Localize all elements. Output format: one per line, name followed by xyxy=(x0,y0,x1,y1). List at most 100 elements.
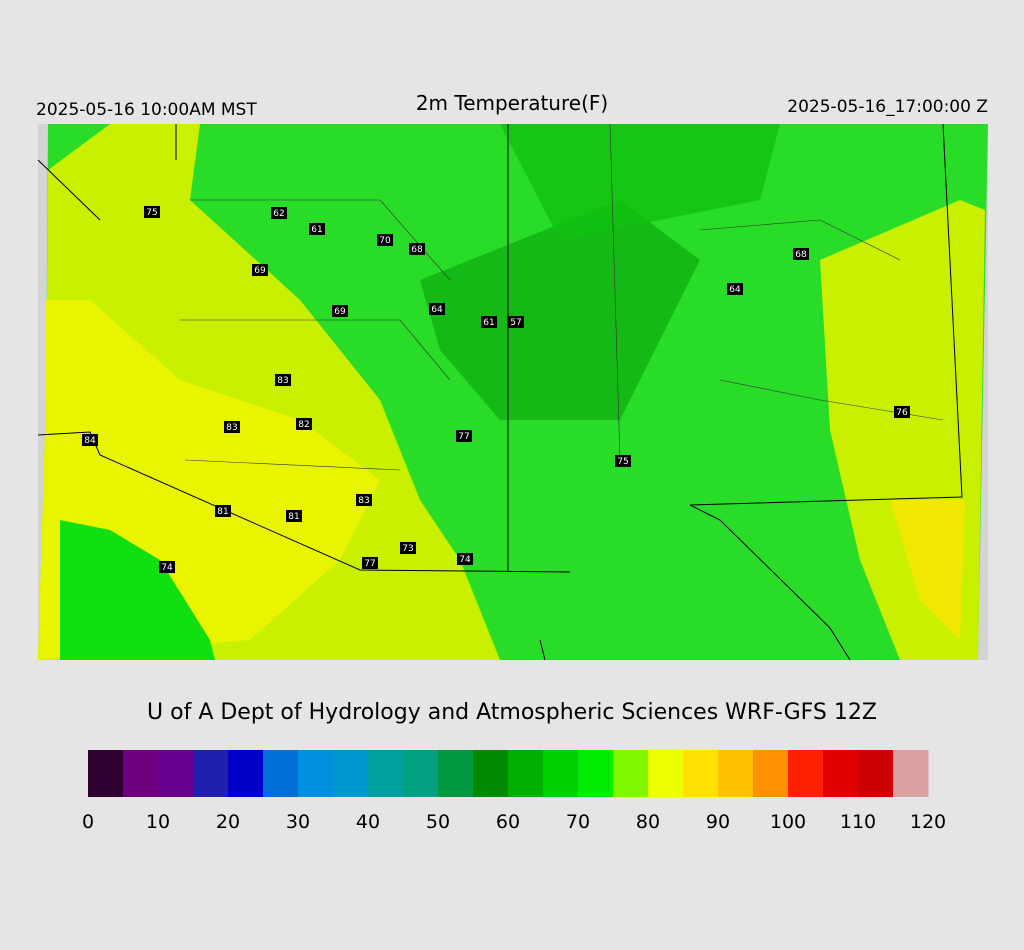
station-value: 61 xyxy=(311,225,322,235)
colorbar-swatch xyxy=(88,750,124,797)
colorbar-swatch xyxy=(158,750,194,797)
colorbar-tick-label: 60 xyxy=(496,811,520,833)
colorbar-swatch xyxy=(858,750,894,797)
station-box xyxy=(362,557,378,569)
station-value: 74 xyxy=(459,555,471,565)
valid-time: 2025-05-16 10:00AM MST xyxy=(36,100,257,120)
station-box xyxy=(377,234,393,246)
station-box xyxy=(508,316,524,328)
station-box xyxy=(144,206,160,218)
colorbar-swatch xyxy=(368,750,404,797)
colorbar-swatch xyxy=(123,750,159,797)
hot-area-east xyxy=(890,500,965,640)
station-box xyxy=(82,434,98,446)
station-value: 81 xyxy=(217,507,228,517)
station-box xyxy=(456,430,472,442)
colorbar-swatch xyxy=(753,750,789,797)
colorbar-swatch xyxy=(228,750,264,797)
station-box xyxy=(252,264,268,276)
colorbar-tick-label: 40 xyxy=(356,811,380,833)
station-value: 73 xyxy=(402,544,413,554)
station-value: 68 xyxy=(411,245,423,255)
station-value: 74 xyxy=(161,563,173,573)
station-box xyxy=(429,303,445,315)
station-value: 62 xyxy=(273,209,284,219)
state-borders xyxy=(37,123,963,661)
station-value: 68 xyxy=(795,250,807,260)
colorbar-swatch xyxy=(788,750,824,797)
gulf-area xyxy=(60,520,215,660)
cool-area-north xyxy=(500,124,780,240)
colorbar-swatch xyxy=(648,750,684,797)
station-box xyxy=(727,283,743,295)
colorbar-swatch xyxy=(508,750,544,797)
cool-area xyxy=(420,200,700,420)
station-value: 83 xyxy=(358,496,369,506)
colorbar-swatch xyxy=(193,750,229,797)
colorbar-swatch xyxy=(473,750,509,797)
station-value: 83 xyxy=(226,423,237,433)
station-box xyxy=(271,207,287,219)
station-box xyxy=(332,305,348,317)
credit: U of A Dept of Hydrology and Atmospheric… xyxy=(147,700,877,725)
station-value: 69 xyxy=(334,307,346,317)
colorbar-tick-label: 50 xyxy=(426,811,450,833)
colorbar-tick-label: 70 xyxy=(566,811,590,833)
colorbar-tick-label: 30 xyxy=(286,811,310,833)
colorbar-tick-label: 10 xyxy=(146,811,170,833)
utc-time: 2025-05-16_17:00:00 Z xyxy=(787,97,988,117)
map xyxy=(37,123,988,661)
colorbar-tick-label: 110 xyxy=(840,811,876,833)
station-value: 69 xyxy=(254,266,266,276)
colorbar-swatch xyxy=(333,750,369,797)
station-box xyxy=(409,243,425,255)
colorbar-swatch xyxy=(543,750,579,797)
station-value: 64 xyxy=(431,305,443,315)
colorbar-swatch xyxy=(403,750,439,797)
station-value: 77 xyxy=(364,559,375,569)
station-value: 81 xyxy=(288,512,299,522)
station-value: 75 xyxy=(617,457,628,467)
station-value: 57 xyxy=(510,318,521,328)
colorbar-swatch xyxy=(578,750,614,797)
colorbar-swatch xyxy=(613,750,649,797)
colorbar-tick-label: 100 xyxy=(770,811,806,833)
station-box xyxy=(224,421,240,433)
station-value: 75 xyxy=(146,208,157,218)
colorbar-swatch xyxy=(683,750,719,797)
station-value: 83 xyxy=(277,376,288,386)
station-box xyxy=(215,505,231,517)
station-box xyxy=(309,223,325,235)
colorbar-tick-label: 20 xyxy=(216,811,240,833)
colorbar-tick-label: 0 xyxy=(82,811,94,833)
station-box xyxy=(457,553,473,565)
station-value: 64 xyxy=(729,285,741,295)
station-box xyxy=(356,494,372,506)
colorbar-swatch xyxy=(438,750,474,797)
station-value: 76 xyxy=(896,408,908,418)
station-box xyxy=(481,316,497,328)
station-box xyxy=(286,510,302,522)
station-box xyxy=(296,418,312,430)
colorbar-swatch xyxy=(718,750,754,797)
station-value: 70 xyxy=(379,236,391,246)
colorbar-tick-label: 90 xyxy=(706,811,730,833)
colorbar-swatch xyxy=(298,750,334,797)
map-title: 2m Temperature(F) xyxy=(416,91,608,115)
station-value: 77 xyxy=(458,432,469,442)
station-box xyxy=(894,406,910,418)
station-box xyxy=(400,542,416,554)
county-borders xyxy=(180,123,944,471)
colorbar-swatch xyxy=(823,750,859,797)
station-value: 82 xyxy=(298,420,309,430)
colorbar-swatch xyxy=(263,750,299,797)
station-value: 61 xyxy=(483,318,494,328)
station-box xyxy=(615,455,631,467)
colorbar: 0 10 20 30 40 50 60 70 80 90 100 110 120 xyxy=(82,750,946,833)
station-box xyxy=(275,374,291,386)
colorbar-swatch xyxy=(893,750,929,797)
station-value: 84 xyxy=(84,436,96,446)
station-box xyxy=(159,561,175,573)
colorbar-tick-label: 120 xyxy=(910,811,946,833)
